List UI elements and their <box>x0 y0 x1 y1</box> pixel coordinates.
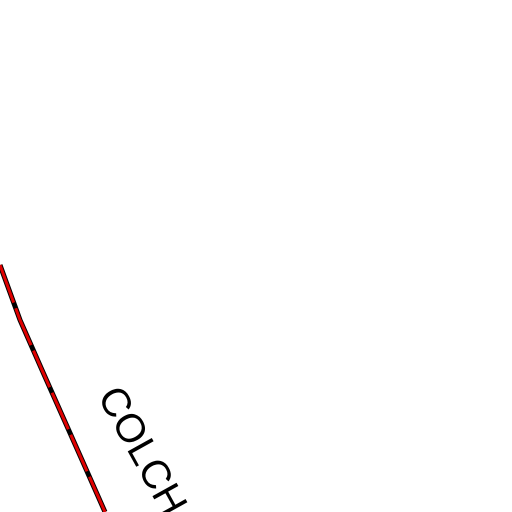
railway-dashes <box>0 264 107 512</box>
railway <box>0 264 108 512</box>
